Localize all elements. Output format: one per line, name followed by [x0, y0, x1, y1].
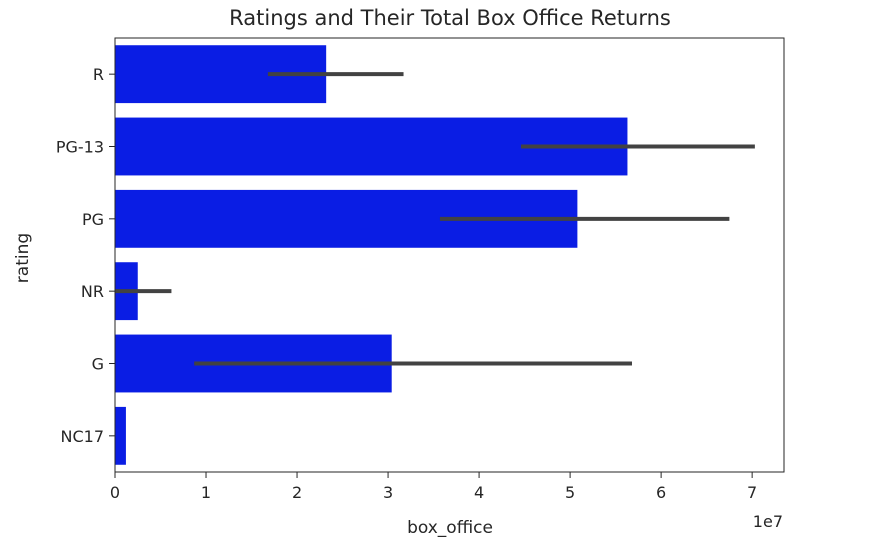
bars-layer — [115, 45, 628, 465]
y-tick-label-pg: PG — [82, 210, 104, 229]
y-tick-label-nr: NR — [81, 282, 104, 301]
x-tick-label-0: 0 — [110, 483, 120, 502]
ticks-layer: R PG-13 PG NR G NC17 0 1 2 3 4 5 6 7 — [56, 65, 757, 502]
axes-layer — [114, 37, 785, 473]
y-tick-label-pg-13: PG-13 — [56, 138, 104, 157]
x-axis-offset-label: 1e7 — [753, 512, 783, 531]
chart-title: Ratings and Their Total Box Office Retur… — [229, 6, 671, 30]
x-axis-label: box_office — [407, 518, 493, 538]
y-tick-label-r: R — [93, 65, 104, 84]
y-tick-label-g: G — [92, 355, 104, 374]
y-axis-label: rating — [13, 233, 33, 283]
y-tick-label-nc17: NC17 — [61, 427, 105, 446]
x-tick-label-1: 1 — [201, 483, 211, 502]
x-tick-label-5: 5 — [565, 483, 575, 502]
x-tick-label-4: 4 — [474, 483, 484, 502]
plot-frame — [114, 37, 785, 473]
error-bars-layer — [115, 72, 755, 366]
bar-nc17 — [115, 406, 126, 465]
x-tick-label-7: 7 — [747, 483, 757, 502]
x-tick-label-6: 6 — [656, 483, 666, 502]
x-tick-label-2: 2 — [292, 483, 302, 502]
x-tick-label-3: 3 — [383, 483, 393, 502]
